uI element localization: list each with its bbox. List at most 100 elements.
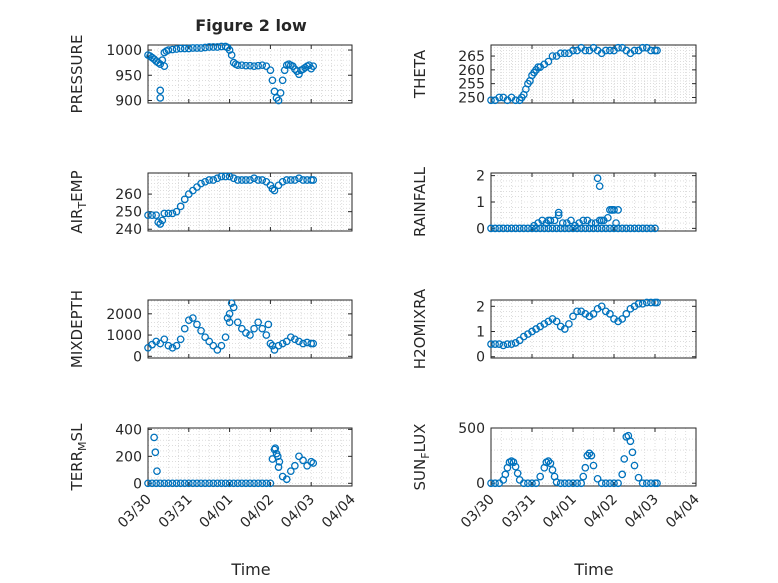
x-tick-label: 03/30 (458, 492, 498, 532)
subplot-5: 0 1000 2000 MIXDEPTH (68, 290, 353, 368)
data-point (237, 324, 246, 333)
data-point (630, 46, 639, 55)
data-point (511, 96, 520, 105)
data-point (634, 473, 643, 482)
data-point (144, 479, 152, 488)
data-point (295, 452, 303, 461)
data-point (634, 299, 643, 308)
data-point (205, 479, 214, 488)
data-point (172, 207, 181, 216)
data-point (278, 339, 287, 348)
data-point (164, 46, 173, 54)
y-tick-label: 400 (115, 422, 142, 438)
data-point (569, 46, 577, 55)
data-point (511, 224, 520, 233)
y-tick-label: 1000 (106, 328, 142, 344)
data-point (213, 479, 222, 488)
data-point (270, 346, 279, 354)
data-point (597, 216, 606, 225)
y-axis-label-text: SUN (411, 459, 429, 491)
data-point (201, 177, 209, 186)
data-point (597, 224, 606, 233)
data-point (544, 457, 553, 465)
data-point (614, 43, 622, 52)
data-point (264, 320, 273, 329)
data-point (229, 303, 238, 312)
data-point (548, 52, 557, 60)
data-point (548, 224, 557, 233)
data-point (160, 209, 169, 218)
data-point (487, 479, 495, 488)
data-point (266, 66, 275, 75)
y-tick-label: 500 (458, 421, 485, 437)
data-point (581, 224, 590, 233)
data-point (503, 340, 512, 348)
data-point (184, 316, 193, 325)
data-point (560, 49, 569, 58)
data-point (491, 479, 499, 488)
data-point (622, 310, 631, 318)
data-point (614, 206, 622, 214)
data-point (606, 224, 614, 233)
data-point (156, 94, 165, 102)
x-axis-label-right: Time (573, 560, 613, 579)
data-point (237, 61, 246, 70)
data-point (583, 451, 592, 460)
data-point (205, 337, 214, 346)
data-point (250, 479, 258, 488)
data-point (160, 62, 169, 71)
data-point (513, 469, 522, 478)
y-axis-label-subscript: F (419, 452, 432, 458)
data-point (242, 329, 250, 337)
data-point (221, 333, 230, 342)
data-point (495, 340, 504, 348)
x-tick-label: 04/01 (540, 492, 580, 532)
data-point (309, 339, 318, 348)
data-point (593, 174, 602, 183)
data-point (309, 176, 318, 184)
data-point (524, 479, 532, 488)
data-point (209, 341, 218, 350)
y-tick-label: 0 (133, 349, 142, 365)
axes-box (147, 299, 353, 359)
data-point (614, 479, 622, 488)
data-point (589, 461, 598, 470)
y-tick-label: 0 (476, 350, 485, 366)
data-point (274, 463, 283, 471)
data-point (565, 479, 573, 488)
data-point (653, 479, 661, 488)
data-point (544, 57, 553, 66)
data-point (606, 479, 614, 488)
data-point (229, 479, 238, 488)
y-axis-label-text: AIR (68, 209, 86, 234)
data-point (227, 299, 236, 308)
data-point (299, 339, 307, 348)
subplot-6: 0 1 2 H2OMIXRA (411, 288, 697, 369)
data-point (610, 479, 618, 488)
data-point (197, 479, 205, 488)
y-axis-label-subscript: M (76, 441, 89, 451)
x-tick-label: 04/04 (319, 491, 359, 531)
data-point (651, 224, 659, 233)
data-point (653, 298, 661, 307)
x-tick-label: 04/02 (581, 492, 621, 532)
data-point (278, 76, 287, 85)
data-point (554, 208, 563, 217)
data-point (268, 184, 277, 193)
y-tick-label: 0 (476, 221, 485, 237)
data-point (144, 211, 152, 220)
x-tick-label: 04/03 (278, 492, 318, 532)
data-point (511, 462, 520, 471)
y-axis-label: TERRMSL (68, 423, 89, 492)
y-axis-label-text: MIXDEPTH (68, 290, 86, 368)
data-point (291, 335, 299, 344)
data-point (532, 479, 540, 488)
data-point (642, 479, 651, 488)
y-tick-label: 200 (115, 449, 142, 465)
data-point (519, 479, 528, 488)
y-tick-label: 260 (458, 63, 485, 79)
data-point (217, 479, 226, 488)
data-point (153, 467, 161, 476)
